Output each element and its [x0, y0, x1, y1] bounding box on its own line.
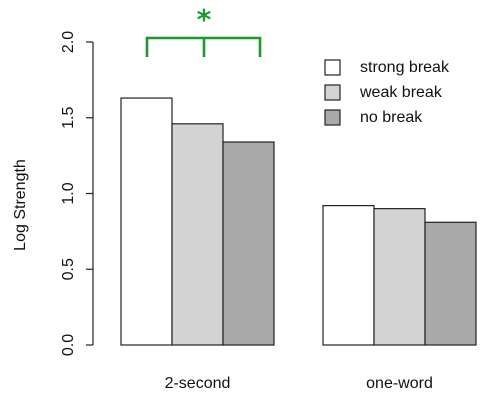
bar-weak-break-one-word — [373, 208, 426, 346]
plot-area: 0.0 0.5 1.0 1.5 2.0 Log Strength 2-second one… — [12, 3, 477, 392]
y-tick-label: 1.0 — [60, 182, 77, 204]
legend-label: weak break — [359, 84, 443, 101]
bar-no-break-2-second — [222, 141, 275, 346]
legend-label: no break — [360, 109, 423, 126]
bar-strong-break-2-second — [120, 97, 173, 346]
bar-group-one-word — [322, 205, 477, 346]
legend-swatch — [324, 59, 341, 76]
legend-swatch — [324, 109, 341, 126]
y-tick-label: 1.5 — [60, 107, 77, 129]
legend-swatch — [324, 84, 341, 101]
significance-bracket — [145, 36, 262, 57]
bar-strong-break-one-word — [322, 205, 375, 346]
y-axis-ticks: 0.0 0.5 1.0 1.5 2.0 — [60, 31, 93, 356]
legend-item-strong-break: strong break — [324, 59, 450, 76]
x-category-label: 2-second — [165, 375, 231, 392]
significance-star: * — [197, 3, 212, 36]
legend-item-weak-break: weak break — [324, 84, 443, 101]
legend: strong break weak break no break — [324, 59, 450, 126]
bar-weak-break-2-second — [171, 123, 224, 346]
bar-groups — [120, 97, 477, 346]
x-category-label: one-word — [366, 375, 433, 392]
y-axis-title: Log Strength — [12, 159, 29, 251]
category-labels: 2-second one-word — [165, 375, 433, 392]
legend-item-no-break: no break — [324, 109, 423, 126]
y-tick-label: 0.5 — [60, 258, 77, 280]
y-tick-label: 2.0 — [60, 31, 77, 53]
bar-no-break-one-word — [424, 221, 477, 346]
significance-annotation: * — [145, 3, 262, 57]
y-tick-label: 0.0 — [60, 334, 77, 356]
legend-label: strong break — [360, 59, 450, 76]
bar-group-2-second — [120, 97, 275, 346]
